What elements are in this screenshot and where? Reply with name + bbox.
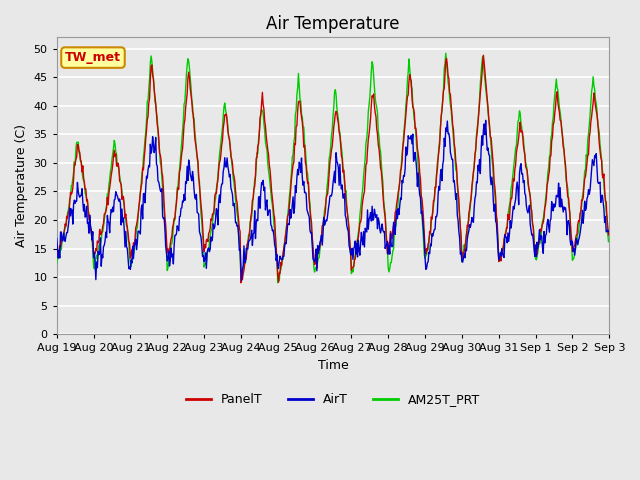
Line: AirT: AirT <box>57 120 609 280</box>
AirT <box>63 230 70 236</box>
AirT <box>482 118 490 123</box>
AM25T_PRT <box>605 239 612 244</box>
AirT <box>417 195 424 201</box>
PanelT <box>205 230 212 236</box>
AirT <box>175 214 183 219</box>
X-axis label: Time: Time <box>317 359 348 372</box>
Legend: PanelT, AirT, AM25T_PRT: PanelT, AirT, AM25T_PRT <box>181 388 485 411</box>
PanelT <box>120 194 127 200</box>
AM25T_PRT <box>120 198 127 204</box>
AM25T_PRT <box>401 125 408 131</box>
PanelT <box>401 129 408 135</box>
AirT <box>53 235 61 241</box>
AM25T_PRT <box>53 261 61 266</box>
PanelT <box>63 214 70 219</box>
Line: AM25T_PRT: AM25T_PRT <box>57 53 609 283</box>
PanelT <box>479 52 487 58</box>
PanelT <box>417 176 424 181</box>
PanelT <box>53 250 61 255</box>
PanelT <box>175 169 183 175</box>
AirT <box>605 228 612 234</box>
Title: Air Temperature: Air Temperature <box>266 15 400 33</box>
PanelT <box>237 280 244 286</box>
AM25T_PRT <box>175 167 183 172</box>
AirT <box>238 277 246 283</box>
AM25T_PRT <box>205 248 212 253</box>
PanelT <box>605 232 612 238</box>
AirT <box>120 215 127 221</box>
Text: TW_met: TW_met <box>65 51 121 64</box>
AM25T_PRT <box>417 190 424 196</box>
AM25T_PRT <box>63 218 70 224</box>
AirT <box>401 173 408 179</box>
Y-axis label: Air Temperature (C): Air Temperature (C) <box>15 124 28 247</box>
AirT <box>205 245 212 251</box>
Line: PanelT: PanelT <box>57 55 609 283</box>
AM25T_PRT <box>442 50 450 56</box>
AM25T_PRT <box>274 280 282 286</box>
